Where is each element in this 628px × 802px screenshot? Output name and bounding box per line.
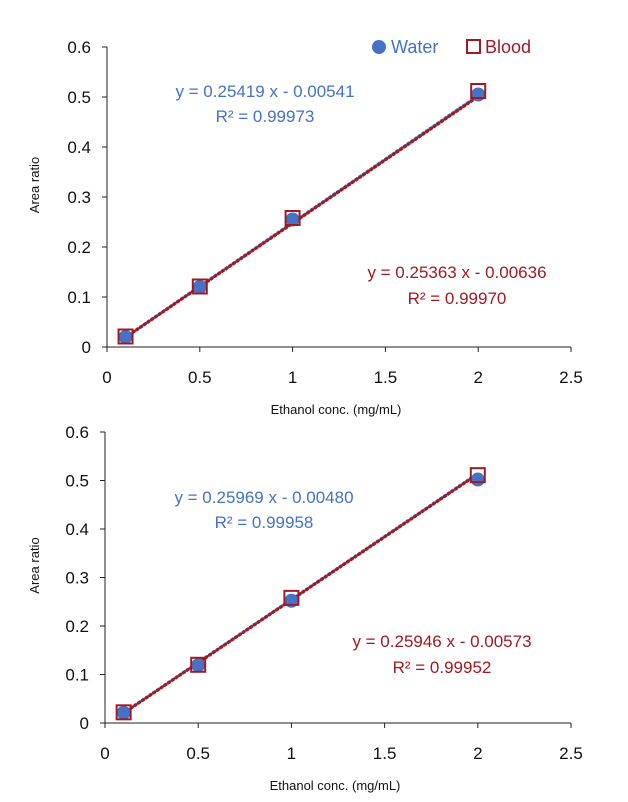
chart-1: 0 0.1 0.2 0.3 0.4 0.5 0.6 0 0.5 1 1.5 2 … <box>27 38 583 417</box>
chart-2-x-tick: 2 <box>473 744 482 763</box>
chart-1-y-tick: 0 <box>82 338 91 357</box>
chart-2-x-tick: 1.5 <box>373 744 397 763</box>
legend: Water Blood <box>372 37 531 57</box>
chart-1-water-point <box>192 280 207 294</box>
chart-2-y-tick: 0.6 <box>65 423 89 442</box>
chart-1-water-point <box>118 330 133 344</box>
chart-2-y-tick: 0.1 <box>65 666 89 685</box>
chart-2-x-axis-label: Ethanol conc. (mg/mL) <box>270 778 401 793</box>
chart-2-y-tick: 0.2 <box>65 617 89 636</box>
chart-2-x-tick: 1 <box>287 744 296 763</box>
chart-1-y-tick: 0.3 <box>67 188 91 207</box>
chart-1-x-tick: 1.5 <box>374 368 398 387</box>
chart-2: 0 0.1 0.2 0.3 0.4 0.5 0.6 0 0.5 1 1.5 2 … <box>27 423 583 793</box>
chart-2-y-tick: 0.3 <box>65 569 89 588</box>
chart-2-blood-point <box>190 656 207 673</box>
chart-1-x-tick: 1 <box>288 368 297 387</box>
chart-1-y-tick: 0.1 <box>67 288 91 307</box>
chart-1-x-ticks: 0 0.5 1 1.5 2 2.5 <box>102 368 583 387</box>
chart-2-blood-point <box>469 467 486 484</box>
chart-1-water-point <box>285 212 300 227</box>
chart-1-blood-point <box>117 328 134 345</box>
chart-2-blood-point <box>283 589 300 606</box>
chart-2-x-tick: 2.5 <box>559 744 583 763</box>
chart-1-y-ticks: 0 0.1 0.2 0.3 0.4 0.5 0.6 <box>67 38 91 357</box>
chart-2-x-tick: 0 <box>100 744 109 763</box>
chart-1-blood-point <box>470 83 487 99</box>
chart-1-blood-r2: R² = 0.99970 <box>408 289 507 308</box>
chart-1-water-r2: R² = 0.99973 <box>216 107 315 126</box>
chart-2-x-tick: 0.5 <box>186 744 210 763</box>
chart-2-y-axis-label: Area ratio <box>27 537 42 593</box>
legend-blood-label: Blood <box>485 37 531 57</box>
chart-2-y-tick: 0 <box>80 714 89 733</box>
chart-1-y-tick: 0.4 <box>67 138 91 157</box>
chart-2-water-point <box>470 472 485 487</box>
chart-1-y-tick: 0.5 <box>67 88 91 107</box>
chart-2-blood-r2: R² = 0.99952 <box>393 658 492 677</box>
legend-water-marker <box>372 40 386 54</box>
chart-2-water-point <box>191 658 206 673</box>
chart-2-y-tick: 0.5 <box>65 472 89 491</box>
chart-1-y-tick: 0.6 <box>67 38 91 57</box>
legend-blood-marker <box>466 39 481 54</box>
chart-1-x-tick: 0.5 <box>188 368 212 387</box>
chart-2-water-point <box>116 705 131 720</box>
chart-1-blood-equation: y = 0.25363 x - 0.00636 <box>367 263 546 282</box>
chart-2-blood-trendline <box>122 472 480 715</box>
chart-1-x-tick: 0 <box>102 368 111 387</box>
chart-2-blood-point <box>115 704 132 721</box>
chart-2-blood-equation: y = 0.25946 x - 0.00573 <box>352 632 531 651</box>
chart-1-x-tick: 2.5 <box>559 368 583 387</box>
chart-1-blood-point <box>191 278 208 295</box>
chart-2-x-ticks: 0 0.5 1 1.5 2 2.5 <box>100 744 583 763</box>
chart-1-water-point <box>471 87 486 102</box>
chart-1-water-equation: y = 0.25419 x - 0.00541 <box>175 82 354 101</box>
chart-2-y-tick: 0.4 <box>65 520 89 539</box>
chart-1-blood-point <box>284 210 301 226</box>
legend-water-label: Water <box>391 37 438 57</box>
chart-1-y-axis-label: Area ratio <box>27 157 42 213</box>
chart-2-y-ticks: 0 0.1 0.2 0.3 0.4 0.5 0.6 <box>65 423 89 733</box>
chart-1-blood-trendline <box>124 95 480 339</box>
chart-1-y-tick: 0.2 <box>67 238 91 257</box>
chart-2-water-equation: y = 0.25969 x - 0.00480 <box>174 488 353 507</box>
chart-2-water-r2: R² = 0.99958 <box>215 513 314 532</box>
chart-1-x-axis-label: Ethanol conc. (mg/mL) <box>271 402 402 417</box>
chart-1-x-tick: 2 <box>473 368 482 387</box>
